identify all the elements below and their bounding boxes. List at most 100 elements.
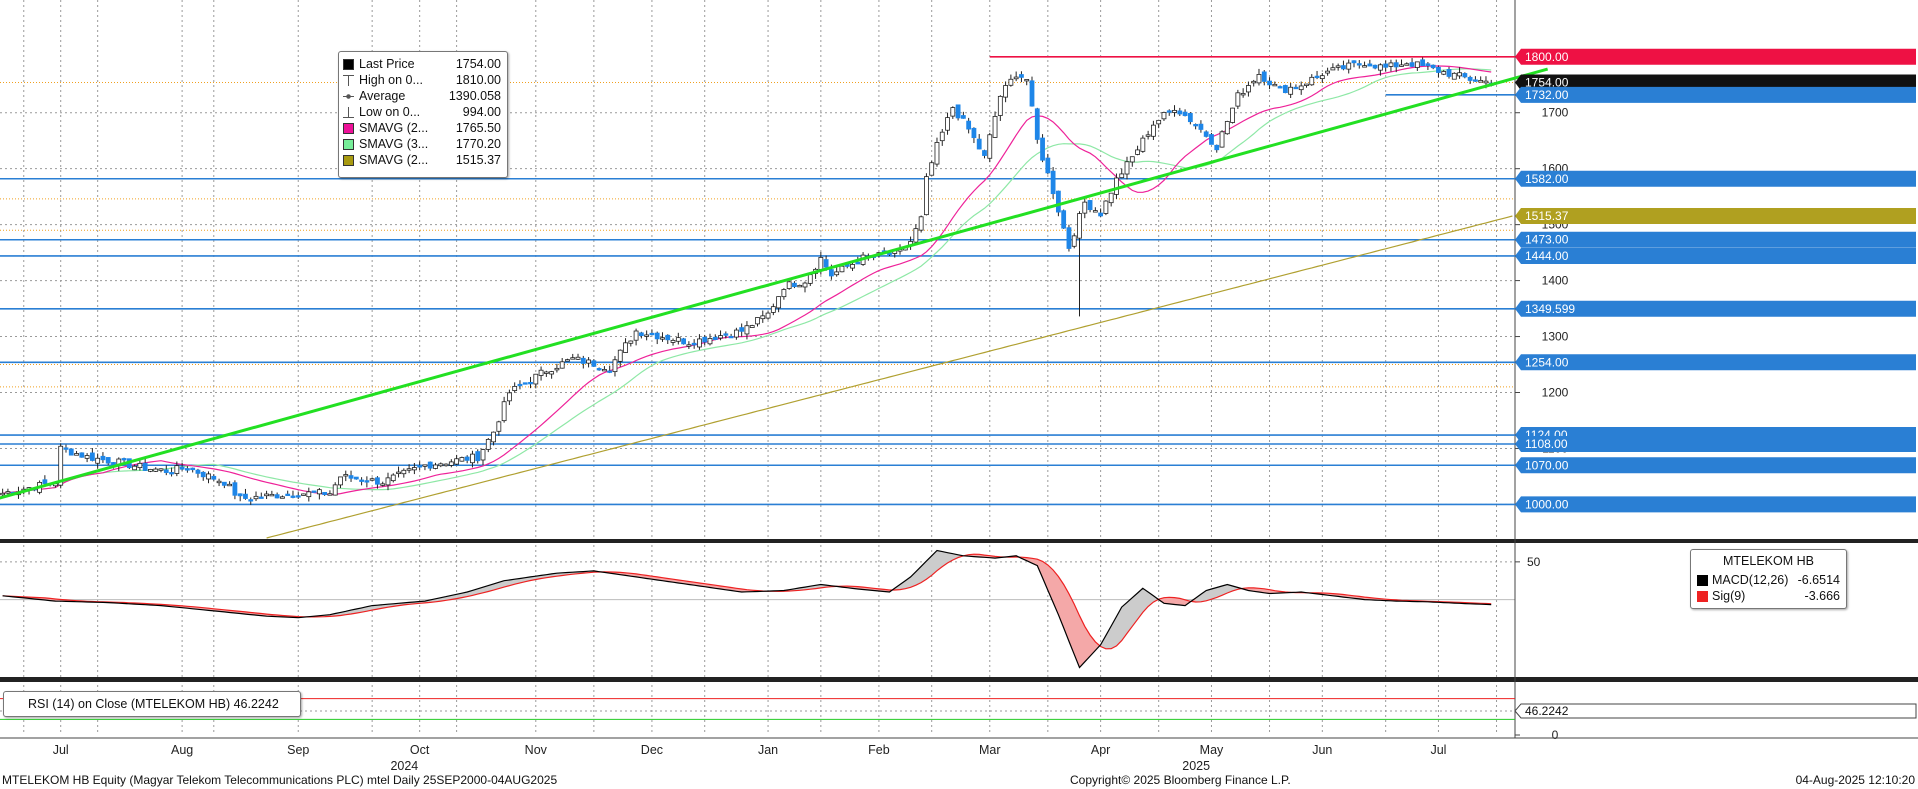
candle-down: [1473, 79, 1478, 82]
candle-down: [1383, 63, 1389, 68]
legend-value: 1515.37: [455, 153, 501, 167]
candle-up: [269, 493, 275, 497]
candle-up: [1309, 76, 1315, 86]
legend-row-high: High on 0... 1810.00: [343, 72, 505, 88]
candle-down: [211, 475, 217, 480]
price-level-tag: 1582.00: [1515, 170, 1916, 187]
candle-down: [221, 481, 227, 486]
candle-up: [1388, 62, 1394, 67]
legend-value: 994.00: [462, 105, 501, 119]
candle-down: [295, 495, 301, 498]
candle-up: [543, 371, 549, 374]
candle-down: [1293, 86, 1299, 90]
candle-down: [68, 448, 74, 456]
candle-up: [570, 357, 576, 360]
price-level-tag-label: 1473.00: [1525, 233, 1569, 247]
candle-down: [1177, 110, 1183, 115]
price-axis: 100011001200130014001500160017001800.001…: [1515, 48, 1916, 513]
legend-row-smavg-3: SMAVG (2... 1515.37: [343, 152, 505, 168]
candle-up: [1145, 134, 1151, 137]
candle-up: [533, 373, 539, 385]
month-label: Dec: [641, 743, 663, 757]
candle-down: [322, 491, 328, 496]
candle-up: [1298, 85, 1304, 91]
candle-up: [997, 95, 1003, 116]
candle-down: [417, 465, 423, 468]
candle-up: [1246, 85, 1251, 93]
candle-down: [1098, 212, 1104, 217]
candle-up: [1377, 64, 1383, 71]
price-level-tag-label: 1732.00: [1525, 88, 1569, 102]
candle-up: [987, 134, 993, 159]
candle-up: [945, 117, 950, 131]
month-label: Aug: [171, 743, 193, 757]
candle-up: [554, 367, 560, 371]
candle-down: [580, 357, 586, 364]
candle-up: [776, 296, 782, 309]
price-level-tag-bg: [1515, 170, 1916, 187]
candle-up: [153, 468, 159, 472]
candle-down: [163, 469, 169, 473]
candles: [0, 57, 1494, 505]
candle-up: [385, 477, 391, 486]
month-label: Jul: [53, 743, 69, 757]
candle-up: [939, 131, 945, 142]
legend-name: SMAVG (2...: [359, 153, 429, 167]
legend-name: High on 0...: [359, 73, 423, 87]
candle-up: [565, 359, 570, 362]
candle-up: [623, 342, 628, 353]
candle-up: [697, 338, 702, 348]
candle-down: [681, 338, 686, 345]
candle-up: [628, 340, 634, 344]
candle-up: [1404, 63, 1410, 66]
candle-up: [264, 493, 269, 497]
candle-up: [406, 468, 412, 471]
legend-swatch-icon: [343, 154, 354, 166]
candle-up: [443, 463, 449, 467]
candle-up: [575, 356, 581, 360]
month-label: Apr: [1091, 743, 1110, 757]
candle-down: [1187, 113, 1193, 123]
legend-row-last-price: Last Price 1754.00: [343, 56, 505, 72]
candle-up: [1082, 201, 1088, 214]
month-label: Sep: [287, 743, 309, 757]
candle-up: [512, 385, 518, 391]
candle-down: [1420, 59, 1426, 67]
price-level-tag-bg: [1515, 231, 1916, 248]
candle-down: [649, 332, 655, 336]
candle-down: [966, 120, 972, 130]
candle-up: [438, 463, 444, 467]
candle-down: [792, 282, 797, 288]
footer-copyright: Copyright© 2025 Bloomberg Finance L.P.: [1070, 773, 1291, 787]
candle-down: [971, 127, 977, 139]
candle-down: [1040, 137, 1045, 161]
candle-up: [0, 492, 6, 496]
candle-up: [755, 317, 760, 325]
candle-up: [1219, 131, 1225, 148]
candle-down: [1034, 108, 1040, 140]
candle-up: [327, 493, 333, 496]
candle-up: [924, 176, 929, 216]
candle-down: [290, 495, 296, 498]
candle-up: [501, 401, 507, 422]
candle-down: [179, 466, 185, 470]
candle-down: [169, 472, 174, 475]
candle-down: [1462, 73, 1468, 78]
candle-up: [1335, 65, 1341, 68]
candle-down: [982, 150, 987, 156]
candle-down: [79, 452, 85, 458]
candle-down: [200, 471, 206, 478]
price-level-tag-bg: [1515, 435, 1916, 452]
candle-down: [1261, 71, 1267, 82]
candle-up: [1092, 210, 1098, 213]
candle-up: [1108, 192, 1114, 204]
price-level-tag: 1732.00: [1515, 86, 1916, 103]
candle-up: [380, 483, 386, 486]
candle-up: [1457, 72, 1462, 77]
candle-down: [1061, 210, 1067, 229]
candle-down: [1066, 227, 1072, 249]
candle-up: [913, 228, 919, 243]
price-level-tag: 1754.00: [1515, 74, 1916, 91]
signal-swatch-icon: [1697, 590, 1708, 602]
price-level-tag: 1515.37: [1515, 208, 1916, 225]
